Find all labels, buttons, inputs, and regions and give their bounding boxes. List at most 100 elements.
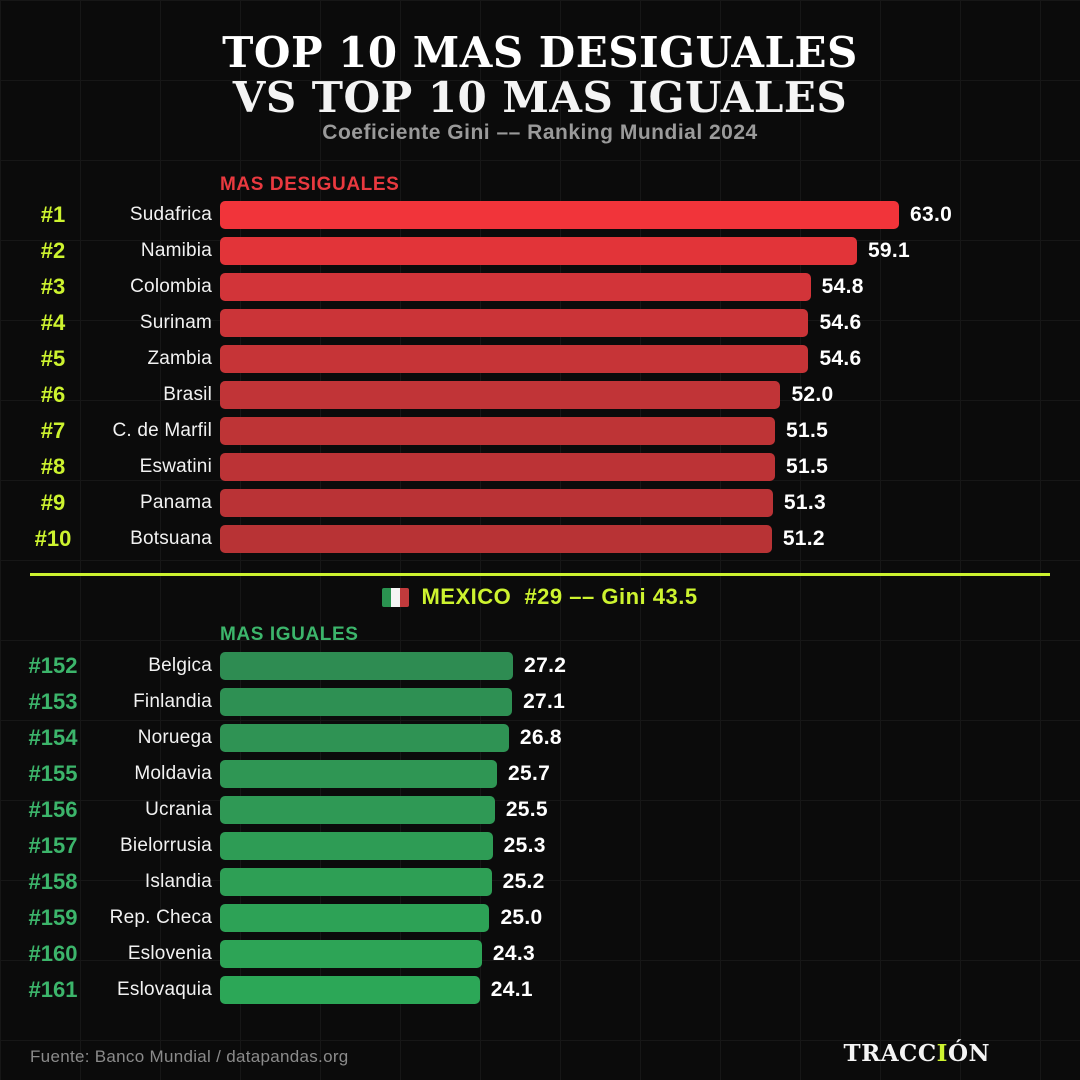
value-label: 25.3 — [503, 834, 546, 857]
divider-line — [30, 573, 1050, 576]
bar — [220, 417, 776, 445]
bar — [220, 201, 899, 229]
section-label-iguales: MAS IGUALES — [220, 624, 359, 645]
title-line1: TOP 10 MAS DESIGUALES — [222, 28, 858, 77]
bar-track: 26.8 — [220, 720, 1080, 756]
bar — [220, 796, 495, 824]
rank-label: #160 — [28, 941, 78, 966]
rank-label: #1 — [40, 202, 66, 227]
value-label: 27.2 — [524, 654, 567, 677]
value-label: 27.1 — [523, 690, 566, 713]
value-label: 54.6 — [819, 347, 862, 370]
bar-track: 27.2 — [220, 648, 1080, 684]
country-label: Bielorrusia — [120, 835, 212, 856]
country-label: Surinam — [139, 312, 212, 333]
mexico-note-text: MEXICO #29 –– Gini 43.5 — [421, 584, 698, 609]
value-label: 24.3 — [492, 942, 535, 965]
rank-label: #4 — [40, 310, 66, 335]
value-label: 24.1 — [490, 978, 533, 1001]
value-label: 59.1 — [867, 239, 911, 262]
country-label: C. de Marfil — [112, 420, 212, 441]
bar-track: 25.7 — [220, 756, 1080, 792]
flag-stripe-white — [391, 587, 401, 607]
bar — [220, 381, 781, 409]
country-label: Namibia — [140, 240, 212, 261]
subtitle: Coeficiente Gini –– Ranking Mundial 2024 — [322, 121, 758, 144]
chart-row: #8 Eswatini 51.5 — [0, 449, 1080, 485]
value-label: 52.0 — [791, 383, 834, 406]
bar — [220, 525, 772, 553]
brand-suffix: ÓN — [947, 1040, 990, 1067]
rank-label: #154 — [28, 725, 78, 750]
value-label: 63.0 — [910, 203, 953, 226]
country-label: Eslovaquia — [117, 979, 212, 1000]
rank-label: #8 — [40, 454, 66, 479]
chart-row: #1 Sudafrica 63.0 — [0, 197, 1080, 233]
brand-logo: TRACCIÓN — [843, 1040, 990, 1067]
value-label: 54.8 — [821, 275, 864, 298]
chart-row: #158 Islandia 25.2 — [0, 864, 1080, 900]
chart-row: #159 Rep. Checa 25.0 — [0, 900, 1080, 936]
bar — [220, 760, 497, 788]
country-label: Panama — [140, 492, 212, 513]
country-label: Noruega — [137, 727, 212, 748]
rank-label: #10 — [34, 526, 72, 551]
country-label: Zambia — [147, 348, 212, 369]
mexico-flag-icon — [382, 587, 410, 607]
flag-stripe-green — [382, 587, 392, 607]
bar — [220, 940, 482, 968]
bar-track: 52.0 — [220, 377, 1080, 413]
bar-track: 25.3 — [220, 828, 1080, 864]
bar-track: 27.1 — [220, 684, 1080, 720]
chart-row: #155 Moldavia 25.7 — [0, 756, 1080, 792]
bar — [220, 489, 773, 517]
title-line2: VS TOP 10 MAS IGUALES — [232, 73, 848, 122]
mexico-note: MEXICO #29 –– Gini 43.5 — [0, 583, 1080, 611]
bar — [220, 237, 857, 265]
bar-track: 51.5 — [220, 413, 1080, 449]
value-label: 25.0 — [500, 906, 543, 929]
chart-row: #154 Noruega 26.8 — [0, 720, 1080, 756]
rank-label: #3 — [40, 274, 66, 299]
rank-label: #9 — [40, 490, 66, 515]
bar-track: 24.3 — [220, 936, 1080, 972]
chart-row: #153 Finlandia 27.1 — [0, 684, 1080, 720]
chart-row: #157 Bielorrusia 25.3 — [0, 828, 1080, 864]
bar-track: 51.5 — [220, 449, 1080, 485]
chart-row: #7 C. de Marfil 51.5 — [0, 413, 1080, 449]
bar — [220, 868, 492, 896]
bar — [220, 453, 776, 481]
brand-prefix: TRACC — [843, 1040, 937, 1067]
value-label: 51.3 — [783, 491, 826, 514]
bar-track: 51.2 — [220, 521, 1080, 557]
value-label: 25.5 — [505, 798, 548, 821]
rank-label: #6 — [40, 382, 66, 407]
value-label: 26.8 — [519, 726, 562, 749]
chart-row: #3 Colombia 54.8 — [0, 269, 1080, 305]
rank-label: #153 — [28, 689, 78, 714]
bar-track: 25.5 — [220, 792, 1080, 828]
bar-track: 51.3 — [220, 485, 1080, 521]
bar-track: 54.6 — [220, 341, 1080, 377]
bar — [220, 976, 480, 1004]
country-label: Sudafrica — [129, 204, 212, 225]
country-label: Finlandia — [133, 691, 212, 712]
value-label: 51.2 — [782, 527, 825, 550]
country-label: Eslovenia — [127, 943, 212, 964]
bar — [220, 832, 493, 860]
value-label: 51.5 — [786, 419, 829, 442]
rank-label: #157 — [28, 833, 78, 858]
bar-track: 24.1 — [220, 972, 1080, 1008]
rank-label: #5 — [40, 346, 66, 371]
rank-label: #2 — [40, 238, 66, 263]
bar-track: 59.1 — [220, 233, 1080, 269]
country-label: Botsuana — [130, 528, 212, 549]
chart-row: #10 Botsuana 51.2 — [0, 521, 1080, 557]
source-credit: Fuente: Banco Mundial / datapandas.org — [30, 1047, 349, 1066]
rank-label: #161 — [28, 977, 78, 1002]
chart-row: #156 Ucrania 25.5 — [0, 792, 1080, 828]
section-label-desiguales: MAS DESIGUALES — [220, 174, 400, 195]
chart-row: #6 Brasil 52.0 — [0, 377, 1080, 413]
rank-label: #155 — [28, 761, 78, 786]
